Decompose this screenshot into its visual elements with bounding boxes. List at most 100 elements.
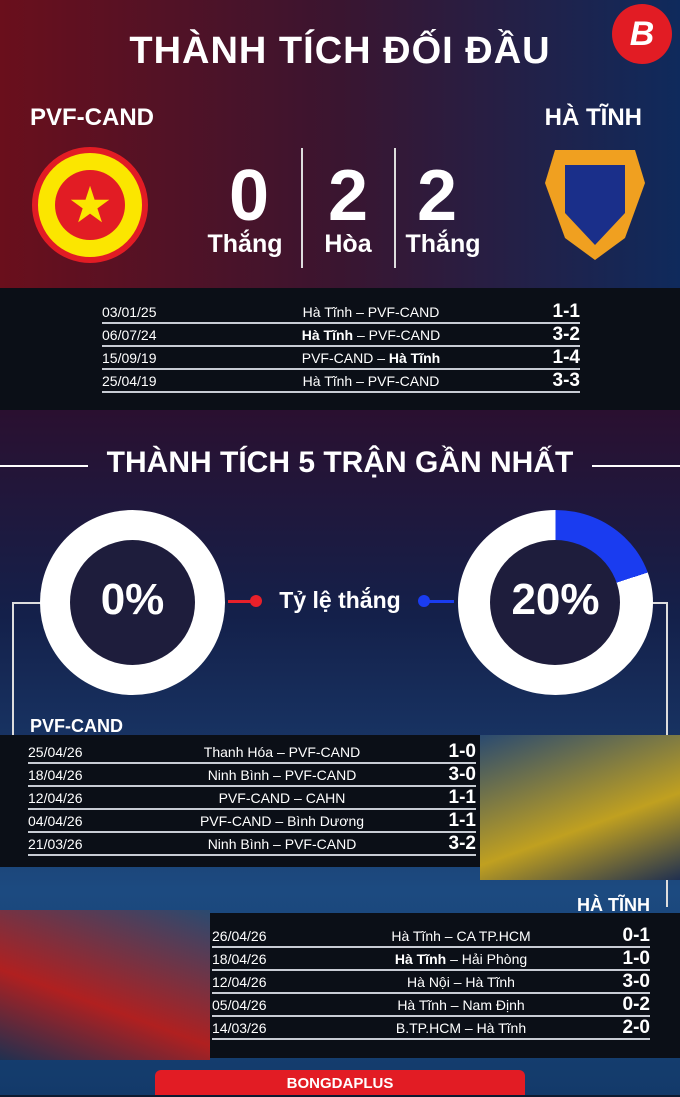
match-teams: Hà Tĩnh – PVF-CAND: [301, 327, 441, 343]
win-rate-label: Tỷ lệ thắng: [279, 587, 401, 613]
match-teams: Hà Tĩnh – PVF-CAND: [302, 304, 440, 320]
match-score: 1-0: [448, 741, 476, 762]
away-team: PVF-CAND: [284, 767, 357, 783]
home-team: PVF-CAND: [301, 350, 374, 366]
home-team-logo: ★: [32, 147, 148, 263]
match-teams: Thanh Hóa – PVF-CAND: [203, 744, 361, 760]
match-teams: Ninh Bình – PVF-CAND: [207, 767, 357, 783]
home-team: PVF-CAND: [199, 813, 272, 829]
match-date: 03/01/25: [102, 304, 157, 320]
match-date: 12/04/26: [212, 974, 267, 990]
match-date: 21/03/26: [28, 836, 83, 852]
away-team: PVF-CAND: [288, 744, 361, 760]
match-row: 06/07/24 Hà Tĩnh – PVF-CAND 3-2: [102, 324, 580, 347]
match-teams: PVF-CAND – CAHN: [218, 790, 346, 806]
home-team: Hà Tĩnh: [301, 327, 354, 343]
home-team: Hà Tĩnh: [302, 304, 353, 320]
match-score: 1-1: [448, 787, 476, 808]
match-row: 03/01/25 Hà Tĩnh – PVF-CAND 1-1: [102, 301, 580, 324]
match-date: 15/09/19: [102, 350, 157, 366]
away-team: PVF-CAND: [284, 836, 357, 852]
match-date: 14/03/26: [212, 1020, 267, 1036]
home-team: Hà Nội: [407, 974, 450, 990]
away-team: CA TP.HCM: [456, 928, 531, 944]
bracket-line: [640, 602, 668, 604]
home-team: PVF-CAND: [218, 790, 291, 806]
away-team: Hà Tĩnh: [388, 350, 441, 366]
away-team: PVF-CAND: [367, 373, 440, 389]
away-recent-label: HÀ TĨNH: [577, 895, 650, 915]
divider: [0, 465, 88, 467]
match-row: 21/03/26 Ninh Bình – PVF-CAND 3-2: [28, 833, 476, 856]
away-win-rate: 20%: [511, 575, 600, 624]
connector: [424, 600, 454, 603]
footer-brand: BONGDAPLUS: [155, 1070, 525, 1095]
draws-label: Hòa: [324, 230, 372, 258]
match-score: 0-2: [622, 994, 650, 1015]
match-row: 18/04/26 Ninh Bình – PVF-CAND 3-0: [28, 764, 476, 787]
divider: [301, 148, 303, 268]
match-date: 26/04/26: [212, 928, 267, 944]
match-date: 04/04/26: [28, 813, 83, 829]
home-team-name: PVF-CAND: [30, 104, 154, 131]
away-team: Hải Phòng: [461, 951, 528, 967]
match-row: 12/04/26 Hà Nội – Hà Tĩnh 3-0: [212, 971, 650, 994]
match-teams: Hà Tĩnh – CA TP.HCM: [391, 928, 531, 944]
match-teams: PVF-CAND – Bình Dương: [199, 813, 365, 829]
h2h-table: [0, 288, 680, 410]
away-team: PVF-CAND: [367, 304, 440, 320]
match-row: 26/04/26 Hà Tĩnh – CA TP.HCM 0-1: [212, 925, 650, 948]
away-team: PVF-CAND: [368, 327, 441, 343]
home-team: Ninh Bình: [207, 767, 270, 783]
draws-count: 2: [327, 156, 369, 236]
home-team: Thanh Hóa: [203, 744, 274, 760]
home-team: B.TP.HCM: [395, 1020, 461, 1036]
match-teams: Hà Tĩnh – PVF-CAND: [302, 373, 440, 389]
match-score: 3-2: [448, 833, 476, 854]
match-teams: PVF-CAND – Hà Tĩnh: [301, 350, 441, 366]
home-recent-label: PVF-CAND: [30, 716, 123, 736]
home-team: Ninh Bình: [207, 836, 270, 852]
match-date: 25/04/26: [28, 744, 83, 760]
bracket-line: [12, 602, 14, 737]
away-recent-table: [210, 913, 680, 1058]
home-team: Hà Tĩnh: [397, 997, 447, 1013]
match-score: 3-2: [552, 324, 580, 345]
match-score: 3-0: [622, 971, 650, 992]
match-score: 3-3: [552, 370, 580, 391]
home-recent-table: [0, 735, 480, 867]
connector: [228, 600, 258, 603]
match-date: 25/04/19: [102, 373, 157, 389]
home-team: Hà Tĩnh: [391, 928, 441, 944]
match-row: 15/09/19 PVF-CAND – Hà Tĩnh 1-4: [102, 347, 580, 370]
away-wins-label: Thắng: [405, 230, 481, 258]
home-player-photo: [480, 735, 680, 880]
divider: [394, 148, 396, 268]
away-team: Hà Tĩnh: [476, 1020, 527, 1036]
away-player-photo: [0, 910, 210, 1060]
home-team: Hà Tĩnh: [394, 951, 447, 967]
divider: [592, 465, 680, 467]
away-team: Nam Định: [462, 997, 525, 1013]
away-team: Bình Dương: [287, 813, 365, 829]
home-wins-label: Thắng: [207, 230, 283, 258]
match-date: 06/07/24: [102, 327, 157, 343]
match-teams: Ninh Bình – PVF-CAND: [207, 836, 357, 852]
match-date: 18/04/26: [28, 767, 83, 783]
match-row: 25/04/26 Thanh Hóa – PVF-CAND 1-0: [28, 741, 476, 764]
match-score: 3-0: [448, 764, 476, 785]
match-teams: Hà Tĩnh – Nam Định: [397, 997, 525, 1013]
match-row: 05/04/26 Hà Tĩnh – Nam Định 0-2: [212, 994, 650, 1017]
away-wins-count: 2: [416, 156, 458, 236]
match-row: 12/04/26 PVF-CAND – CAHN 1-1: [28, 787, 476, 810]
home-team: Hà Tĩnh: [302, 373, 353, 389]
match-score: 1-1: [448, 810, 476, 831]
match-date: 12/04/26: [28, 790, 83, 806]
donut-hole: [70, 540, 195, 665]
star-icon: ★: [55, 170, 125, 240]
brand-logo-icon: B: [612, 4, 672, 64]
away-team: CAHN: [305, 790, 346, 806]
home-win-rate: 0%: [100, 575, 165, 624]
bracket-line: [12, 602, 42, 604]
section-title: THÀNH TÍCH 5 TRẬN GẦN NHẤT: [106, 446, 574, 479]
